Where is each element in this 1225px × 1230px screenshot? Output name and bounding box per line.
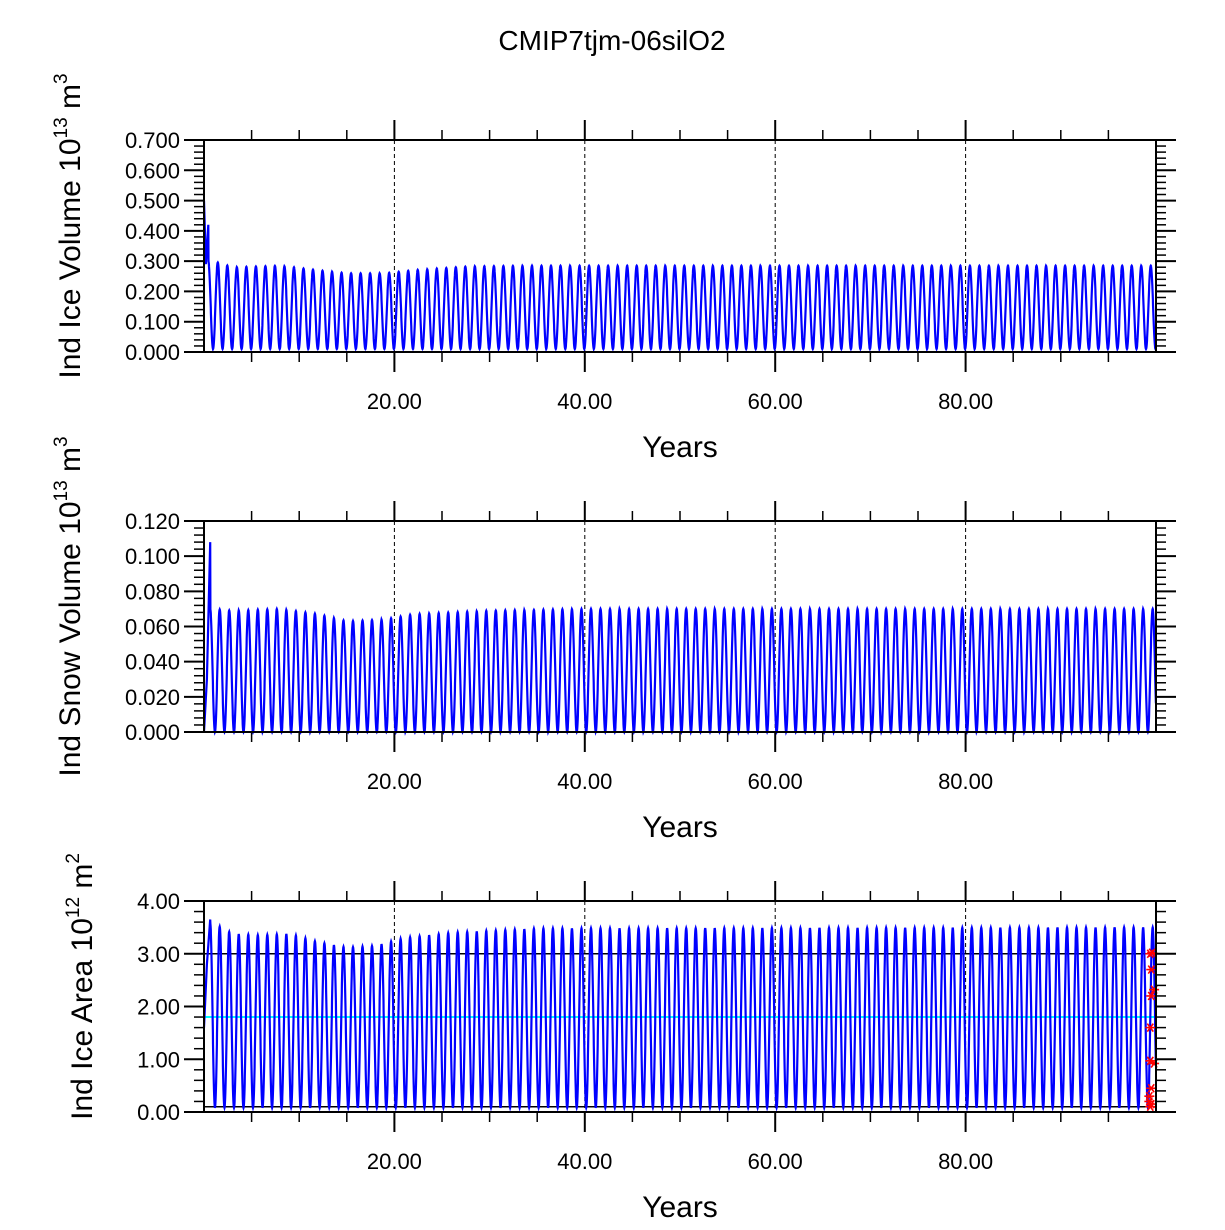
y-tick-label: 0.120 [125, 509, 180, 534]
marker-stroke [1147, 991, 1155, 1001]
marker-stroke [1146, 1102, 1154, 1112]
x-tick-label: 40.00 [557, 389, 612, 414]
y-tick-label: 3.00 [137, 942, 180, 967]
chart-title: CMIP7tjm-06silO2 [498, 25, 725, 56]
x-tick-label: 80.00 [938, 1149, 993, 1174]
y-label-text: Ind Ice Volume 10 [54, 138, 87, 378]
y-tick-label: 0.000 [125, 720, 180, 745]
y-tick-label: 0.700 [125, 128, 180, 153]
y-label-unit: m [54, 84, 87, 117]
series-line [202, 200, 1157, 353]
plot-frame [203, 139, 1157, 353]
y-tick-label: 0.000 [125, 340, 180, 365]
y-tick-label: 4.00 [137, 889, 180, 914]
x-tick-label: 20.00 [367, 389, 422, 414]
series-line [202, 542, 1157, 736]
x-tick-label: 80.00 [938, 389, 993, 414]
x-tick-label: 60.00 [748, 1149, 803, 1174]
x-tick-label: 60.00 [748, 389, 803, 414]
x-tick-label: 40.00 [557, 1149, 612, 1174]
x-tick-label: 80.00 [938, 769, 993, 794]
y-label-unit-exponent: 2 [63, 853, 84, 864]
marker-point [1146, 965, 1157, 975]
x-axis-label: Years [642, 811, 718, 844]
y-tick-label: 0.00 [137, 1100, 180, 1125]
y-label-unit-exponent: 3 [51, 73, 72, 84]
marker-point [1145, 949, 1156, 959]
marker-point [1146, 991, 1157, 1001]
y-tick-label: 0.500 [125, 189, 180, 214]
y-label-exponent: 13 [51, 117, 72, 138]
y-label-exponent: 12 [63, 897, 84, 918]
y-tick-label: 2.00 [137, 995, 180, 1020]
panel-2: 0.000 0.020 0.040 0.060 0.080 0.100 0.120 20.00… [51, 436, 1176, 844]
marker-point [1145, 1023, 1156, 1033]
x-tick-label: 40.00 [557, 769, 612, 794]
panel-3: 0.00 1.00 2.00 3.00 4.00 20.00 40.00 60.00 80.00… [63, 853, 1176, 1224]
y-label-exponent: 13 [51, 480, 72, 501]
marker-stroke [1146, 1056, 1154, 1066]
y-tick-label: 0.300 [125, 249, 180, 274]
series-line [202, 919, 1157, 1112]
y-tick-label: 0.600 [125, 158, 180, 183]
x-axis-label: Years [642, 431, 718, 464]
y-label-unit: m [66, 864, 99, 897]
y-tick-label: 0.080 [125, 579, 180, 604]
y-label-unit: m [54, 447, 87, 480]
x-tick-label: 20.00 [367, 769, 422, 794]
y-label-text: Ind Ice Area 10 [66, 918, 99, 1120]
y-tick-label: 0.060 [125, 615, 180, 640]
marker-stroke [1148, 948, 1156, 958]
y-axis-label: Ind Ice Volume 1013 m3 [51, 73, 87, 378]
y-tick-label: 0.020 [125, 685, 180, 710]
y-label-unit-exponent: 3 [51, 436, 72, 447]
y-label-text: Ind Snow Volume 10 [54, 501, 87, 776]
x-tick-label: 60.00 [748, 769, 803, 794]
marker-stroke [1146, 949, 1154, 959]
x-axis-label: Years [642, 1191, 718, 1224]
y-axis-label: Ind Snow Volume 1013 m3 [51, 436, 87, 776]
y-axis-label: Ind Ice Area 1012 m2 [63, 853, 99, 1120]
marker-stroke [1147, 1083, 1155, 1093]
x-tick-label: 20.00 [367, 1149, 422, 1174]
y-tick-label: 0.100 [125, 310, 180, 335]
y-tick-label: 0.400 [125, 219, 180, 244]
marker-point [1146, 1083, 1157, 1093]
y-tick-label: 0.100 [125, 544, 180, 569]
panel-1: 0.000 0.100 0.200 0.300 0.400 0.500 0.600 0.700… [51, 73, 1176, 464]
marker-stroke [1146, 1023, 1154, 1033]
y-tick-label: 1.00 [137, 1047, 180, 1072]
y-tick-label: 0.200 [125, 279, 180, 304]
marker-point [1145, 1102, 1156, 1112]
y-tick-label: 0.040 [125, 650, 180, 675]
marker-stroke [1147, 965, 1155, 975]
